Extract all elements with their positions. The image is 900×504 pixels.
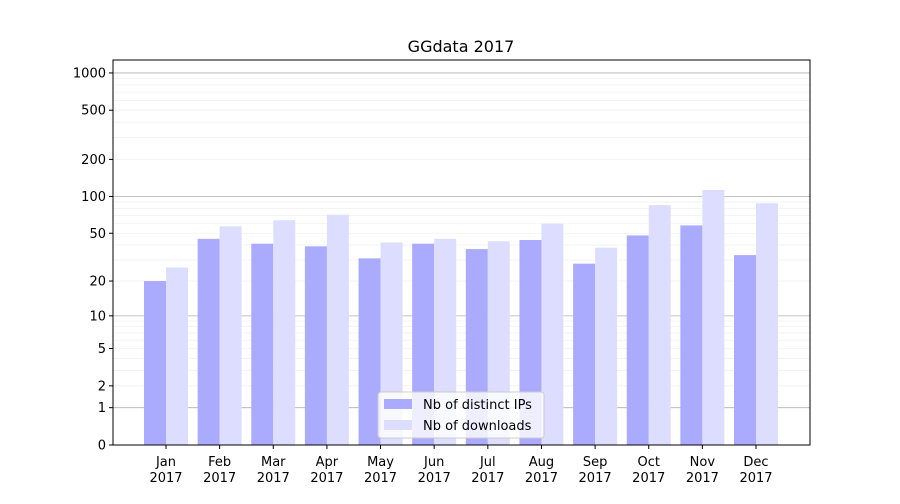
legend-swatch <box>384 399 412 409</box>
legend-swatch <box>384 420 412 430</box>
y-tick-label: 1000 <box>73 66 106 81</box>
legend-box <box>377 391 545 439</box>
bar-downloads <box>595 247 618 445</box>
y-tick-label: 10 <box>89 309 106 324</box>
y-axis: 0 1 2 5 10 20 50 100 200 500 1000 <box>73 66 113 454</box>
bar-downloads <box>702 189 725 445</box>
x-tick-label: Jul 2017 <box>471 455 504 486</box>
bar-distinct-ips <box>197 238 220 445</box>
bar-distinct-ips <box>680 225 703 445</box>
bar-downloads <box>756 203 778 445</box>
y-tick-label: 2 <box>98 379 106 394</box>
bar-distinct-ips <box>573 263 596 445</box>
bar-downloads <box>326 214 349 445</box>
bar-distinct-ips <box>251 243 274 445</box>
y-tick-label: 100 <box>81 190 106 205</box>
bar-downloads <box>273 220 296 445</box>
x-tick-label: Oct 2017 <box>632 455 665 486</box>
y-tick-label: 5 <box>98 342 106 357</box>
bar-distinct-ips <box>626 235 649 445</box>
x-tick-label: Jan 2017 <box>149 455 182 486</box>
y-tick-label: 20 <box>89 275 106 290</box>
y-tick-label: 50 <box>89 227 106 242</box>
bar-downloads <box>219 226 242 445</box>
bar-distinct-ips <box>358 258 381 445</box>
legend: Nb of distinct IPs Nb of downloads <box>377 391 545 439</box>
bar-distinct-ips <box>144 281 166 445</box>
x-tick-label: Aug 2017 <box>525 455 558 486</box>
x-tick-label: Jun 2017 <box>418 455 451 486</box>
x-tick-label: May 2017 <box>364 455 397 486</box>
chart-title: GGdata 2017 <box>408 37 515 56</box>
x-tick-label: Feb 2017 <box>203 455 236 486</box>
plot-frame <box>112 59 811 446</box>
x-tick-label: Mar 2017 <box>257 455 290 486</box>
bar-distinct-ips <box>734 255 756 445</box>
y-tick-label: 1 <box>98 401 106 416</box>
x-axis: Jan 2017 Feb 2017 Mar 2017 Apr 2017 May 2017 Jun 20… <box>149 445 773 486</box>
y-tick-label: 500 <box>81 104 106 119</box>
bar-downloads <box>541 223 564 445</box>
bar-downloads <box>166 267 188 445</box>
bar-distinct-ips <box>304 246 327 445</box>
legend-label: Nb of downloads <box>423 419 532 434</box>
x-tick-label: Nov 2017 <box>686 455 719 486</box>
legend-label: Nb of distinct IPs <box>423 398 532 413</box>
x-tick-label: Sep 2017 <box>579 455 612 486</box>
bars <box>144 189 778 445</box>
y-tick-label: 200 <box>81 153 106 168</box>
bar-downloads <box>648 205 671 445</box>
x-tick-label: Apr 2017 <box>310 455 343 486</box>
x-tick-label: Dec 2017 <box>739 455 772 486</box>
y-tick-label: 0 <box>98 439 106 454</box>
